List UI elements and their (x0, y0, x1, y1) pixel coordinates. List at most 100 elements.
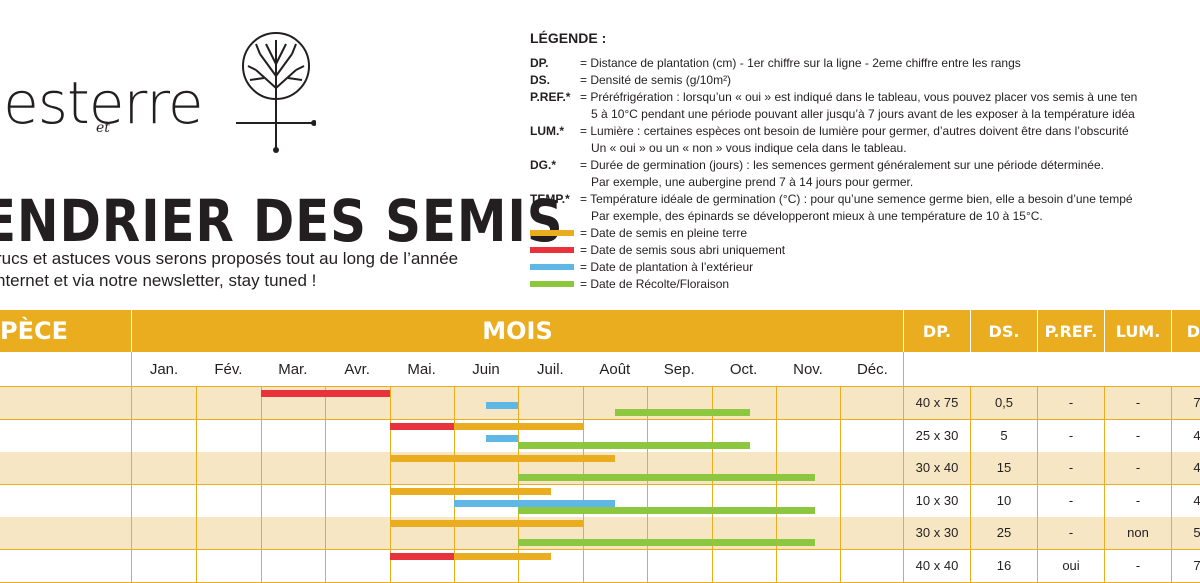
bar-orange (389, 487, 551, 495)
grid-line (196, 517, 198, 549)
legend-color-green: = Date de Récolte/Floraison (530, 276, 1200, 293)
cell-pref: - (1068, 395, 1074, 410)
month-label: Avr. (344, 361, 370, 378)
grid-line (518, 517, 520, 549)
month-label: Août (599, 361, 631, 378)
bar-green (518, 539, 815, 546)
grid-line (1171, 484, 1172, 517)
legend: LÉGENDE : DP. = Distance de plantation (c… (530, 30, 1200, 293)
tree-icon (236, 32, 316, 153)
grid-line (840, 419, 842, 452)
legend-item-lum: LUM.* = Lumière : certaines espèces ont b… (530, 123, 1200, 140)
grid-line (1171, 387, 1172, 419)
bar-orange (389, 455, 615, 462)
grid-line (903, 452, 904, 484)
legend-text: Par exemple, une aubergine prend 7 à 14 … (591, 175, 914, 189)
legend-item-dp: DP. = Distance de plantation (cm) - 1er c… (530, 55, 1200, 72)
cell-lum: - (1135, 492, 1141, 508)
legend-text: = Densité de semis (g/10m²) (580, 73, 732, 87)
page-title: ENDRIER DES SEMIS (0, 187, 564, 255)
grid-line (518, 452, 520, 484)
grid-line (970, 452, 971, 484)
grid-line (711, 549, 713, 582)
grid-line (903, 387, 904, 419)
bar-red (389, 552, 454, 560)
months-row: Jan. Fév. Mar. Avr. Mai. Juin Juil. Août Sep. Oct… (0, 352, 1200, 387)
subtitle: rucs et astuces vous serons proposés tou… (0, 248, 458, 292)
legend-item-lum-cont: Un « oui » ou un « non » vous indique ce… (530, 140, 1200, 157)
header-ds: DS. (971, 310, 1037, 352)
legend-title: LÉGENDE : (530, 30, 607, 46)
grid-line (840, 517, 842, 549)
grid-line (454, 419, 455, 452)
grid-line (1171, 549, 1172, 582)
table-row: 10 x 30 10 - - 4 (0, 484, 1200, 518)
header-mois: MOIS (132, 310, 903, 352)
cell-ds: 10 (996, 492, 1012, 508)
grid-line (776, 419, 777, 452)
header-espece: PÈCE (0, 310, 131, 352)
bar-green (518, 506, 815, 514)
bar-red (389, 422, 454, 430)
legend-swatch (530, 247, 574, 253)
grid-line (196, 387, 198, 419)
legend-swatch (530, 264, 574, 270)
legend-text: Par exemple, des épinards se développero… (591, 209, 1043, 223)
month-label: Oct. (729, 361, 758, 378)
legend-text: = Date de plantation à l’extérieur (580, 260, 754, 274)
grid-line (325, 549, 327, 582)
grid-line (131, 387, 132, 419)
grid-line (647, 452, 649, 484)
grid-line (711, 387, 713, 419)
logo-et: et (96, 120, 110, 136)
grid-line (325, 419, 327, 452)
grid-line (454, 517, 455, 549)
grid-line (1171, 452, 1172, 484)
grid-line (389, 452, 391, 484)
grid-line (776, 484, 777, 517)
legend-item-ds: DS. = Densité de semis (g/10m²) (530, 72, 1200, 89)
cell-ds: 0,5 (994, 395, 1014, 410)
cell-lum: - (1135, 460, 1141, 475)
grid-line (325, 484, 327, 517)
legend-key: P.REF.* (530, 90, 571, 104)
cell-dg: 7 (1193, 557, 1200, 573)
cell-ds: 15 (996, 460, 1012, 475)
grid-line (970, 387, 971, 419)
grid-line (1104, 387, 1105, 419)
month-label: Mar. (278, 361, 308, 378)
grid-line (131, 352, 132, 386)
grid-line (647, 484, 649, 517)
legend-text: = Lumière : certaines espèces ont besoin… (580, 124, 1129, 138)
legend-text: 5 à 10°C pendant une période pouvant all… (591, 107, 1135, 121)
grid-line (1037, 549, 1038, 582)
bar-green (518, 474, 815, 481)
grid-line (196, 419, 198, 452)
grid-line (196, 452, 198, 484)
grid-line (518, 419, 520, 452)
legend-text: = Date de semis sous abri uniquement (580, 243, 786, 257)
cell-dg: 4 (1193, 492, 1200, 508)
cell-dg: 4 (1193, 427, 1200, 443)
grid-line (582, 517, 584, 549)
bar-green (615, 409, 751, 416)
grid-line (325, 452, 327, 484)
grid-line (389, 419, 391, 452)
bar-blue (486, 402, 519, 409)
grid-line (903, 549, 904, 582)
legend-key: LUM.* (530, 124, 564, 138)
bar-blue (454, 499, 615, 507)
cell-dp: 30 x 40 (915, 460, 959, 475)
grid-line (970, 549, 971, 582)
grid-line (1104, 419, 1105, 452)
month-label: Nov. (793, 361, 823, 378)
month-label: Mai. (407, 361, 436, 378)
grid-line (1171, 517, 1172, 549)
legend-text: = Distance de plantation (cm) - 1er chif… (580, 56, 1021, 70)
header-lum: LUM. (1105, 310, 1171, 352)
legend-key: DG.* (530, 158, 557, 172)
grid-line (840, 484, 842, 517)
logo-text: lesterre (0, 69, 204, 137)
bar-orange (454, 422, 583, 430)
grid-line (260, 419, 262, 452)
